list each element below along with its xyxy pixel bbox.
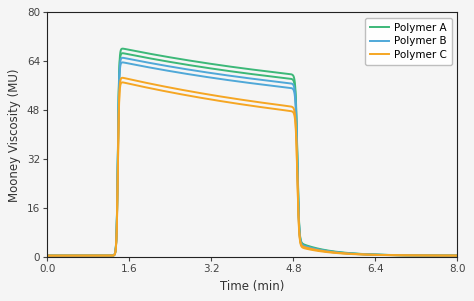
Polymer A [443, 254, 448, 257]
Polymer C [119, 76, 125, 79]
Polymer B [244, 76, 250, 80]
Polymer C [44, 254, 50, 257]
Polymer B [367, 253, 373, 256]
Line: Polymer C: Polymer C [47, 78, 457, 256]
Polymer B [233, 75, 239, 78]
Polymer B [443, 254, 448, 257]
Polymer C [65, 254, 71, 257]
Polymer B [65, 254, 71, 257]
Polymer C [233, 97, 239, 101]
Polymer B [120, 56, 126, 60]
Polymer A [367, 253, 373, 256]
Polymer C [443, 254, 448, 257]
Polymer A [233, 66, 239, 69]
Polymer A [455, 254, 460, 257]
Polymer A [120, 47, 126, 51]
X-axis label: Time (min): Time (min) [220, 280, 284, 293]
Polymer B [443, 254, 448, 257]
Polymer B [455, 254, 460, 257]
Polymer C [443, 254, 448, 257]
Line: Polymer B: Polymer B [47, 58, 457, 256]
Polymer B [44, 254, 50, 257]
Polymer C [367, 253, 373, 256]
Polymer C [455, 254, 460, 257]
Y-axis label: Mooney Viscosity (MU): Mooney Viscosity (MU) [9, 68, 21, 201]
Polymer A [44, 254, 50, 257]
Polymer C [244, 99, 250, 102]
Legend: Polymer A, Polymer B, Polymer C: Polymer A, Polymer B, Polymer C [365, 17, 452, 65]
Polymer A [244, 67, 250, 71]
Polymer A [65, 254, 71, 257]
Polymer A [443, 254, 448, 257]
Line: Polymer A: Polymer A [47, 49, 457, 256]
